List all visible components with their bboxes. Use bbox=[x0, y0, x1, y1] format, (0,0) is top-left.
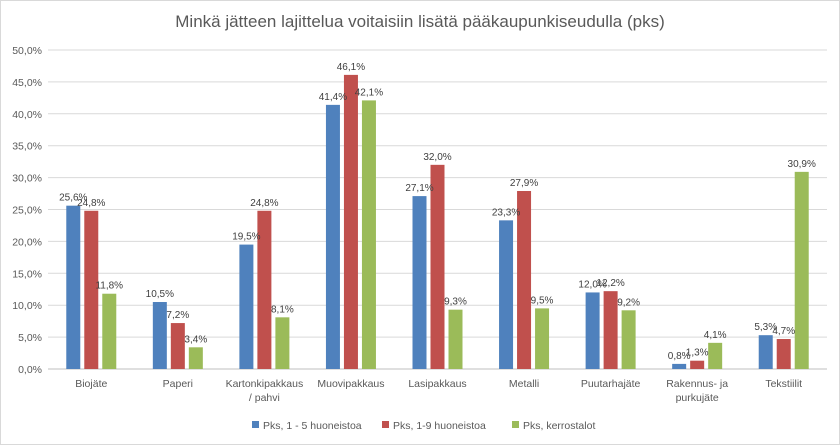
bar bbox=[66, 205, 81, 369]
legend-item: Pks, 1 - 5 huoneistoa bbox=[252, 420, 362, 432]
y-tick-label: 10,0% bbox=[12, 300, 42, 312]
data-label: 5,3% bbox=[754, 322, 777, 333]
bar bbox=[690, 360, 705, 369]
data-label: 12,2% bbox=[596, 278, 624, 289]
legend: Pks, 1 - 5 huoneistoa Pks, 1-9 huoneistoa… bbox=[252, 420, 595, 432]
bars bbox=[66, 74, 809, 370]
bar bbox=[275, 317, 290, 369]
data-labels: 25,6%24,8%11,8%10,5%7,2%3,4%19,5%24,8%8,… bbox=[59, 62, 816, 362]
data-label: 27,1% bbox=[405, 183, 433, 194]
bar bbox=[517, 190, 532, 369]
y-tick-label: 25,0% bbox=[12, 205, 42, 217]
data-label: 7,2% bbox=[166, 310, 189, 321]
bar bbox=[535, 308, 550, 369]
legend-swatch bbox=[252, 421, 259, 428]
category-label: Muovipakkaus bbox=[317, 378, 384, 390]
data-label: 0,8% bbox=[668, 351, 691, 362]
legend-swatch bbox=[382, 421, 389, 428]
y-tick-label: 35,0% bbox=[12, 141, 42, 153]
data-label: 9,5% bbox=[531, 295, 554, 306]
data-label: 9,3% bbox=[444, 297, 467, 308]
data-label: 8,1% bbox=[271, 304, 294, 315]
data-label: 23,3% bbox=[492, 207, 520, 218]
bar bbox=[708, 342, 723, 369]
data-label: 42,1% bbox=[355, 87, 383, 98]
data-label: 46,1% bbox=[337, 62, 365, 73]
data-label: 4,7% bbox=[772, 326, 795, 337]
category-label: Lasipakkaus bbox=[408, 378, 466, 390]
bar bbox=[758, 335, 773, 369]
bar bbox=[585, 292, 600, 369]
data-label: 27,9% bbox=[510, 178, 538, 189]
data-label: 30,9% bbox=[788, 159, 816, 170]
legend-label: Pks, kerrostalot bbox=[523, 420, 595, 432]
y-tick-label: 30,0% bbox=[12, 173, 42, 185]
data-label: 10,5% bbox=[146, 289, 174, 300]
bar bbox=[776, 339, 791, 369]
y-tick-label: 15,0% bbox=[12, 268, 42, 280]
bar bbox=[188, 347, 203, 369]
y-tick-label: 40,0% bbox=[12, 109, 42, 121]
bar bbox=[343, 74, 358, 369]
y-tick-label: 45,0% bbox=[12, 77, 42, 89]
data-label: 3,4% bbox=[184, 334, 207, 345]
data-label: 24,8% bbox=[77, 198, 105, 209]
bar bbox=[412, 196, 427, 369]
bar bbox=[170, 323, 185, 369]
y-axis-tick-labels: 0,0% 5,0% 10,0% 15,0% 20,0% 25,0% 30,0% 35,0% 40… bbox=[12, 45, 42, 376]
legend-label: Pks, 1-9 huoneistoa bbox=[393, 420, 486, 432]
category-label: Rakennus- ja purkujäte bbox=[666, 378, 728, 404]
x-axis-category-labels: Biojäte Paperi Kartonkipakkaus / pahvi Muovi… bbox=[75, 378, 802, 404]
y-tick-label: 5,0% bbox=[18, 332, 42, 344]
data-label: 12,0% bbox=[578, 279, 606, 290]
category-label: Metalli bbox=[509, 378, 539, 390]
category-label: Kartonkipakkaus / pahvi bbox=[226, 378, 304, 404]
bar bbox=[430, 164, 445, 369]
y-tick-label: 50,0% bbox=[12, 45, 42, 57]
bar bbox=[152, 302, 167, 369]
bar bbox=[499, 220, 514, 369]
category-label: Biojäte bbox=[75, 378, 107, 390]
data-label: 4,1% bbox=[704, 330, 727, 341]
legend-item: Pks, kerrostalot bbox=[512, 420, 595, 432]
bar bbox=[257, 210, 272, 369]
chart-title: Minkä jätteen lajittelua voitaisiin lisä… bbox=[175, 12, 665, 31]
data-label: 1,3% bbox=[686, 348, 709, 359]
legend-label: Pks, 1 - 5 huoneistoa bbox=[263, 420, 362, 432]
category-label: Puutarhajäte bbox=[581, 378, 641, 390]
bar bbox=[84, 210, 99, 369]
bar bbox=[239, 244, 254, 369]
bar bbox=[621, 310, 636, 369]
bar bbox=[361, 100, 376, 369]
bar bbox=[325, 104, 340, 370]
y-tick-label: 20,0% bbox=[12, 236, 42, 248]
data-label: 24,8% bbox=[250, 198, 278, 209]
data-label: 32,0% bbox=[423, 152, 451, 163]
data-label: 41,4% bbox=[319, 92, 347, 103]
bar bbox=[448, 309, 463, 369]
bar bbox=[794, 171, 809, 369]
data-label: 9,2% bbox=[617, 297, 640, 308]
bar bbox=[672, 363, 687, 369]
y-tick-label: 0,0% bbox=[18, 364, 42, 376]
data-label: 19,5% bbox=[232, 232, 260, 243]
data-label: 25,6% bbox=[59, 193, 87, 204]
category-label: Tekstiilit bbox=[765, 378, 802, 390]
legend-swatch bbox=[512, 421, 519, 428]
legend-item: Pks, 1-9 huoneistoa bbox=[382, 420, 486, 432]
bar bbox=[102, 293, 117, 369]
data-label: 11,8% bbox=[95, 281, 123, 292]
bar bbox=[603, 291, 618, 369]
category-label: Paperi bbox=[163, 378, 193, 390]
